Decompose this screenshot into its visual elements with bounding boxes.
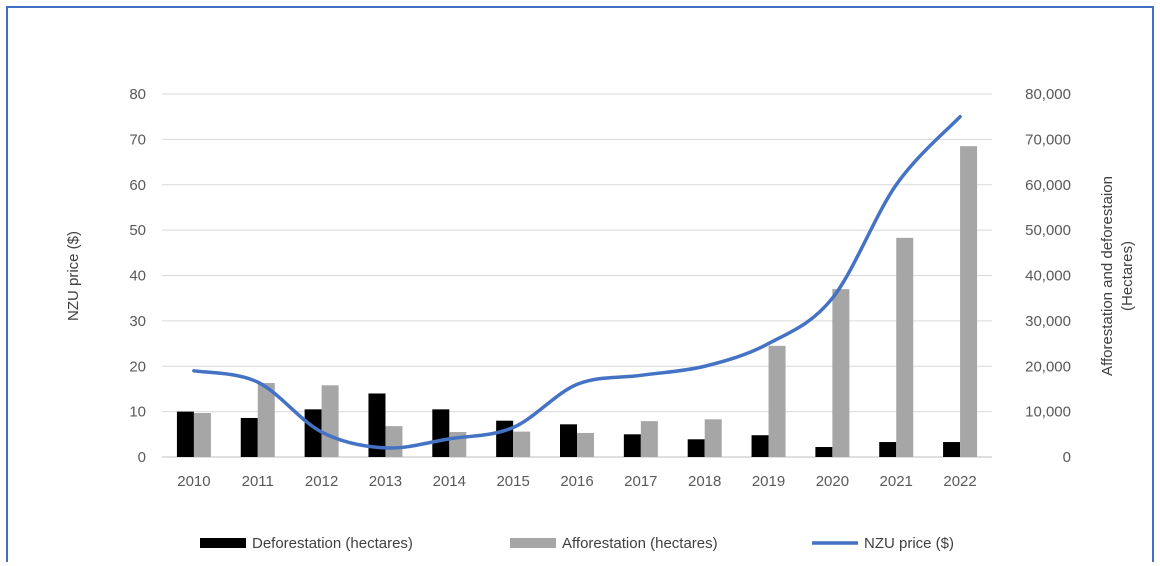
- bar-deforestation: [815, 447, 833, 457]
- right-tick-label: 0: [1063, 449, 1071, 466]
- right-tick-label: 50,000: [1025, 222, 1071, 239]
- right-axis-ticks: 0 10,000 20,000 30,000 40,000 50,000 60,000 70,…: [1025, 86, 1071, 466]
- price-line: [192, 114, 962, 450]
- bar-deforestation: [176, 411, 194, 457]
- left-tick-label: 80: [129, 86, 146, 103]
- left-tick-label: 10: [129, 404, 146, 421]
- left-tick-label: 50: [129, 222, 146, 239]
- x-tick-label: 2019: [752, 473, 785, 490]
- bar-afforestation: [257, 383, 275, 457]
- right-tick-label: 10,000: [1025, 404, 1071, 421]
- bar-afforestation: [896, 237, 914, 457]
- bar-afforestation: [513, 431, 531, 457]
- bar-afforestation: [960, 146, 978, 457]
- bar-deforestation: [879, 442, 897, 457]
- bar-afforestation: [704, 419, 722, 457]
- x-axis-ticks: 2010 2011 2012 2013 2014 2015 2016 2017 2018 2019…: [177, 473, 977, 490]
- left-tick-label: 70: [129, 131, 146, 148]
- left-tick-label: 40: [129, 268, 146, 285]
- bar-afforestation: [577, 432, 594, 457]
- bar-deforestation: [751, 435, 769, 457]
- bar-deforestation: [687, 439, 705, 457]
- x-tick-label: 2020: [816, 473, 849, 490]
- left-axis-title: NZU price ($): [65, 231, 82, 321]
- legend: Deforestation (hectares) Afforestation (…: [200, 535, 954, 552]
- legend-swatch-afforestation: [510, 538, 556, 548]
- bar-deforestation: [943, 442, 961, 457]
- x-tick-label: 2018: [688, 473, 721, 490]
- right-tick-label: 20,000: [1025, 358, 1071, 375]
- right-axis-title: Afforestation and deforestaion (Hectares…: [1099, 176, 1136, 376]
- right-tick-label: 40,000: [1025, 268, 1071, 285]
- legend-label-afforestation: Afforestation (hectares): [562, 535, 718, 552]
- bar-deforestation: [623, 434, 641, 457]
- x-tick-label: 2015: [496, 473, 529, 490]
- right-axis-title-line-2: (Hectares): [1119, 241, 1136, 311]
- x-tick-label: 2016: [560, 473, 593, 490]
- left-tick-label: 30: [129, 313, 146, 330]
- bar-afforestation: [385, 426, 403, 457]
- legend-label-deforestation: Deforestation (hectares): [252, 535, 413, 552]
- left-axis-ticks: 0 10 20 30 40 50 60 70 80: [129, 86, 146, 466]
- bar-afforestation: [832, 289, 850, 457]
- x-tick-label: 2011: [242, 473, 274, 490]
- bar-afforestation: [768, 345, 786, 457]
- left-tick-label: 20: [129, 358, 146, 375]
- x-tick-label: 2017: [624, 473, 657, 490]
- bar-afforestation: [321, 385, 339, 457]
- right-tick-label: 70,000: [1025, 131, 1071, 148]
- x-tick-label: 2021: [880, 473, 913, 490]
- bar-deforestation: [304, 409, 322, 457]
- bars: [176, 146, 978, 457]
- left-tick-label: 60: [129, 177, 146, 194]
- bar-deforestation: [432, 409, 450, 457]
- bar-deforestation: [240, 417, 258, 457]
- bar-afforestation: [193, 412, 211, 457]
- x-tick-label: 2022: [943, 473, 976, 490]
- x-tick-label: 2010: [177, 473, 210, 490]
- right-tick-label: 60,000: [1025, 177, 1071, 194]
- bar-deforestation: [368, 393, 386, 457]
- bar-deforestation: [560, 424, 577, 457]
- right-tick-label: 80,000: [1025, 86, 1071, 103]
- x-tick-label: 2012: [305, 473, 338, 490]
- right-axis-title-line-1: Afforestation and deforestaion: [1099, 176, 1116, 376]
- nzu-price-line: [192, 114, 962, 450]
- x-tick-label: 2014: [433, 473, 466, 490]
- legend-swatch-deforestation: [200, 538, 246, 548]
- left-tick-label: 0: [138, 449, 146, 466]
- legend-label-nzu-price: NZU price ($): [864, 535, 954, 552]
- bar-afforestation: [640, 421, 658, 457]
- x-tick-label: 2013: [369, 473, 402, 490]
- right-tick-label: 30,000: [1025, 313, 1071, 330]
- bar-deforestation: [496, 420, 514, 457]
